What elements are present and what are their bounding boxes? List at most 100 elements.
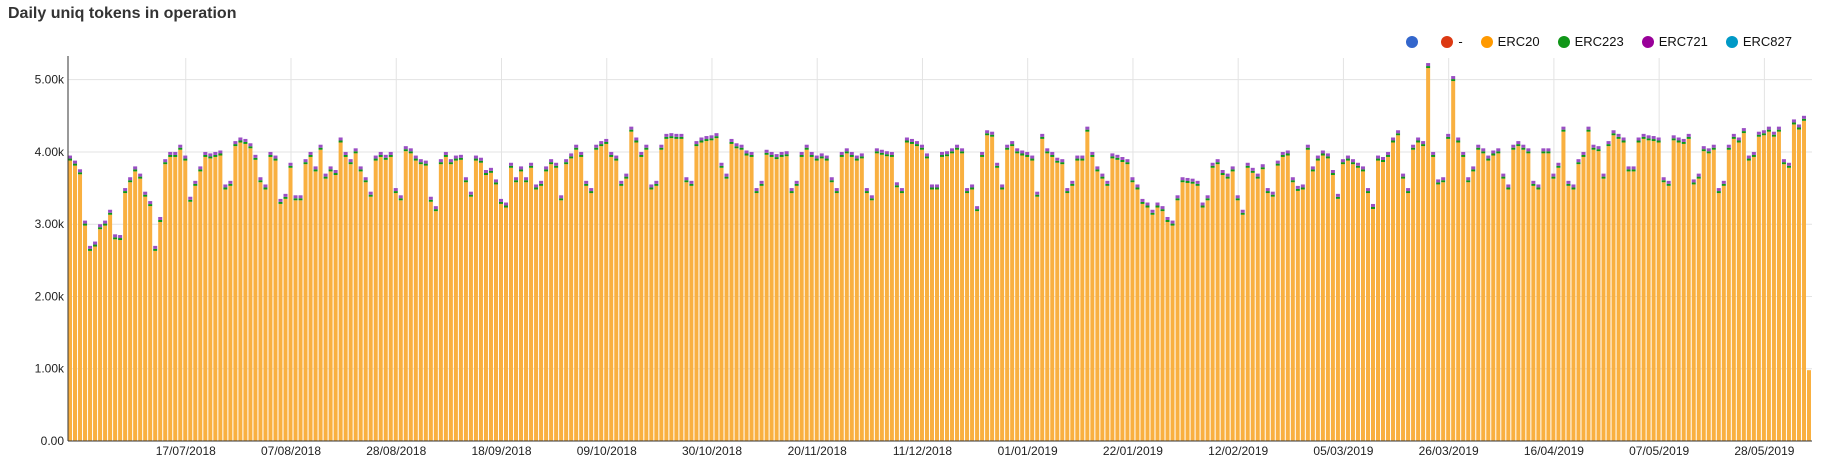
bar[interactable]	[303, 159, 308, 442]
bar[interactable]	[78, 169, 83, 441]
bar[interactable]	[438, 159, 443, 442]
bar[interactable]	[945, 151, 950, 441]
bar[interactable]	[569, 153, 574, 441]
bar[interactable]	[1591, 144, 1596, 441]
bar[interactable]	[804, 144, 809, 441]
bar[interactable]	[1476, 144, 1481, 441]
bar[interactable]	[849, 151, 854, 441]
bar[interactable]	[1330, 170, 1335, 441]
bar[interactable]	[699, 137, 704, 441]
bar[interactable]	[1220, 170, 1225, 441]
bar[interactable]	[1411, 144, 1416, 441]
bar[interactable]	[1315, 155, 1320, 441]
bar[interactable]	[744, 150, 749, 441]
bar[interactable]	[1355, 162, 1360, 441]
bar[interactable]	[789, 188, 794, 441]
bar[interactable]	[1771, 131, 1776, 442]
bar[interactable]	[1000, 184, 1005, 441]
bar[interactable]	[1581, 151, 1586, 441]
bar[interactable]	[1501, 173, 1506, 442]
bar[interactable]	[554, 162, 559, 441]
bar[interactable]	[674, 133, 679, 441]
bar[interactable]	[1135, 184, 1140, 441]
bar[interactable]	[975, 206, 980, 441]
bar[interactable]	[298, 195, 303, 441]
bar[interactable]	[914, 141, 919, 442]
bar[interactable]	[990, 131, 995, 442]
bar[interactable]	[734, 143, 739, 441]
bar[interactable]	[1200, 202, 1205, 441]
bar[interactable]	[1255, 173, 1260, 442]
bar[interactable]	[1300, 184, 1305, 441]
bar[interactable]	[398, 195, 403, 441]
bar[interactable]	[1360, 166, 1365, 441]
bar[interactable]	[594, 144, 599, 441]
bar[interactable]	[549, 159, 554, 442]
bar[interactable]	[694, 141, 699, 442]
bar[interactable]	[93, 241, 98, 441]
bar[interactable]	[684, 177, 689, 442]
bar[interactable]	[468, 191, 473, 441]
bar[interactable]	[448, 159, 453, 442]
bar[interactable]	[363, 177, 368, 442]
bar[interactable]	[108, 209, 113, 441]
bar[interactable]	[1230, 166, 1235, 441]
bar[interactable]	[1015, 148, 1020, 441]
bar[interactable]	[148, 201, 153, 441]
bar[interactable]	[1150, 209, 1155, 441]
bar[interactable]	[909, 138, 914, 441]
bar[interactable]	[774, 154, 779, 441]
bar[interactable]	[1606, 141, 1611, 442]
bar[interactable]	[584, 180, 589, 441]
bar[interactable]	[834, 188, 839, 441]
bar[interactable]	[463, 177, 468, 442]
bar[interactable]	[894, 182, 899, 441]
bar[interactable]	[1761, 130, 1766, 441]
bar[interactable]	[1626, 166, 1631, 441]
bar[interactable]	[1466, 177, 1471, 442]
bar[interactable]	[1110, 153, 1115, 441]
bar[interactable]	[1481, 148, 1486, 441]
bar[interactable]	[308, 151, 313, 441]
bar[interactable]	[1155, 202, 1160, 441]
bar[interactable]	[919, 144, 924, 441]
bar[interactable]	[478, 157, 483, 441]
bar[interactable]	[1010, 141, 1015, 442]
bar[interactable]	[1431, 151, 1436, 441]
bar[interactable]	[1726, 144, 1731, 441]
bar[interactable]	[784, 151, 789, 441]
bar[interactable]	[899, 188, 904, 441]
bar[interactable]	[1290, 177, 1295, 442]
bar[interactable]	[1240, 209, 1245, 441]
bar[interactable]	[1295, 185, 1300, 441]
legend-item-erc827[interactable]: ERC827	[1725, 34, 1792, 49]
bar[interactable]	[313, 166, 318, 441]
bar[interactable]	[1170, 220, 1175, 441]
bar[interactable]	[1621, 137, 1626, 441]
bar[interactable]	[278, 198, 283, 441]
bar[interactable]	[1165, 216, 1170, 441]
bar[interactable]	[1090, 151, 1095, 441]
bar[interactable]	[514, 177, 519, 442]
bar[interactable]	[980, 151, 985, 441]
bar[interactable]	[995, 162, 1000, 441]
bar[interactable]	[1120, 157, 1125, 441]
bar[interactable]	[248, 143, 253, 441]
bar[interactable]	[1791, 119, 1796, 441]
bar[interactable]	[123, 188, 128, 441]
bar[interactable]	[1696, 173, 1701, 442]
bar[interactable]	[965, 188, 970, 441]
bar[interactable]	[193, 180, 198, 441]
bar[interactable]	[1586, 126, 1591, 441]
bar[interactable]	[238, 137, 243, 441]
bar[interactable]	[1050, 151, 1055, 441]
bar[interactable]	[1796, 124, 1801, 441]
bar[interactable]	[1280, 151, 1285, 441]
bar[interactable]	[1666, 180, 1671, 441]
bar[interactable]	[1721, 180, 1726, 441]
bar[interactable]	[253, 154, 258, 441]
bar[interactable]	[844, 148, 849, 441]
bar[interactable]	[929, 184, 934, 441]
bar[interactable]	[504, 202, 509, 441]
bar[interactable]	[1406, 188, 1411, 441]
